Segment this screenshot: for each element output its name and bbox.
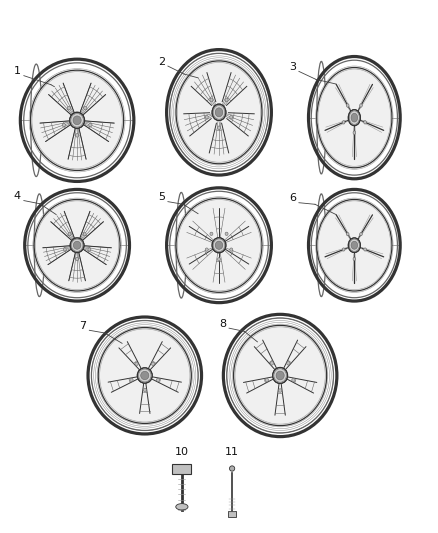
Text: 3: 3 [289,62,296,72]
Ellipse shape [205,115,208,119]
Ellipse shape [317,68,392,168]
Ellipse shape [360,232,362,236]
Ellipse shape [287,361,290,365]
Ellipse shape [76,257,78,261]
Ellipse shape [276,371,285,380]
Ellipse shape [270,361,274,365]
Text: 10: 10 [175,447,189,457]
Ellipse shape [34,199,120,291]
Ellipse shape [351,241,358,249]
Ellipse shape [176,504,188,510]
Ellipse shape [317,199,392,291]
Ellipse shape [225,98,228,102]
Ellipse shape [348,110,360,126]
Ellipse shape [141,372,149,379]
Ellipse shape [70,112,85,128]
Ellipse shape [230,466,235,471]
Ellipse shape [70,238,84,253]
FancyBboxPatch shape [228,511,237,518]
Ellipse shape [218,258,220,261]
Ellipse shape [176,198,262,292]
Ellipse shape [279,389,282,392]
Ellipse shape [348,238,360,253]
Ellipse shape [348,238,360,253]
Ellipse shape [70,238,84,253]
Ellipse shape [73,241,81,249]
Ellipse shape [135,362,138,366]
Ellipse shape [343,248,345,251]
Ellipse shape [98,328,191,423]
Ellipse shape [88,248,91,251]
Text: 7: 7 [79,321,86,331]
Ellipse shape [273,368,287,383]
Ellipse shape [68,232,71,236]
Ellipse shape [143,388,146,392]
Text: 1: 1 [14,67,21,76]
Text: 8: 8 [219,319,226,329]
Ellipse shape [215,241,223,249]
Ellipse shape [89,123,92,127]
Ellipse shape [346,104,349,107]
Ellipse shape [351,241,358,249]
Ellipse shape [138,368,152,383]
Ellipse shape [346,232,349,236]
Ellipse shape [364,120,367,124]
Ellipse shape [64,248,66,251]
Text: 5: 5 [158,192,165,203]
Ellipse shape [130,378,133,382]
Ellipse shape [212,238,226,253]
Ellipse shape [360,104,362,107]
Ellipse shape [176,61,262,164]
Ellipse shape [75,134,79,137]
Ellipse shape [230,115,233,119]
Ellipse shape [351,114,358,122]
Ellipse shape [353,131,356,134]
Ellipse shape [73,116,81,125]
Ellipse shape [83,232,86,236]
FancyBboxPatch shape [172,464,191,474]
Ellipse shape [152,362,155,366]
Ellipse shape [265,378,268,382]
Text: 4: 4 [14,191,21,201]
Ellipse shape [273,368,287,383]
Ellipse shape [343,120,345,124]
Ellipse shape [138,368,152,383]
Ellipse shape [225,232,228,236]
Ellipse shape [212,104,226,120]
Ellipse shape [31,70,124,171]
Ellipse shape [210,232,213,236]
Text: 11: 11 [225,447,239,457]
Ellipse shape [351,113,358,123]
Ellipse shape [364,248,367,251]
Ellipse shape [230,248,233,251]
Ellipse shape [212,238,226,253]
Ellipse shape [215,241,223,250]
Ellipse shape [73,116,81,125]
Ellipse shape [210,98,213,102]
Text: 2: 2 [158,57,165,67]
Ellipse shape [215,108,223,117]
Ellipse shape [140,371,149,380]
Ellipse shape [218,126,220,130]
Ellipse shape [62,123,65,127]
Ellipse shape [353,257,356,261]
Text: 6: 6 [289,193,296,204]
Ellipse shape [73,241,81,249]
Ellipse shape [70,112,85,128]
Ellipse shape [212,104,226,120]
Ellipse shape [67,107,71,110]
Ellipse shape [156,378,160,382]
Ellipse shape [215,108,223,117]
Ellipse shape [292,378,295,382]
Ellipse shape [348,110,360,126]
Ellipse shape [84,107,87,110]
Ellipse shape [205,248,208,251]
Ellipse shape [276,371,284,380]
Ellipse shape [233,325,327,426]
